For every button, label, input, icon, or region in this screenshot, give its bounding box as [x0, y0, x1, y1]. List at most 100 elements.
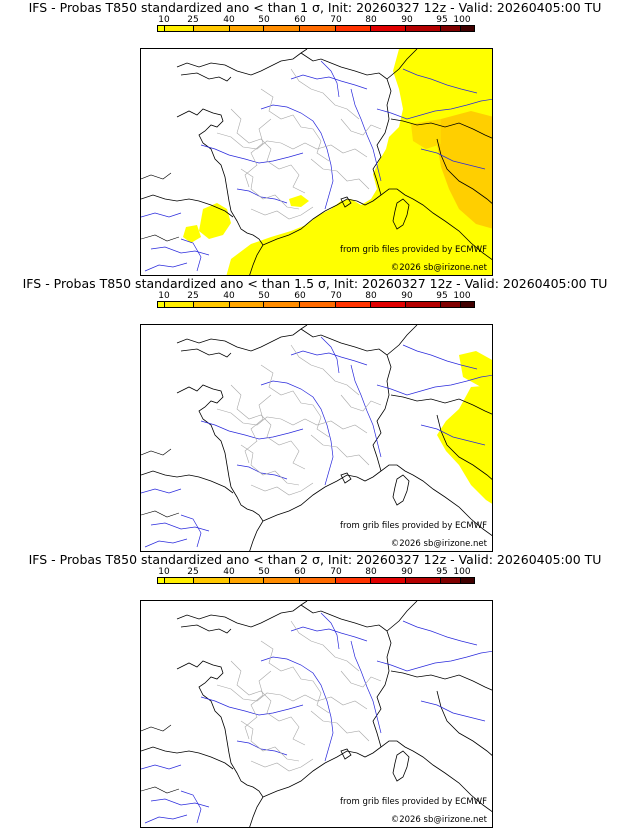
copyright-credit: ©2026 sb@irizone.net — [390, 263, 487, 273]
color-scale-bar — [157, 25, 475, 32]
scale-swatch — [406, 578, 442, 583]
admin-boundaries — [141, 49, 492, 275]
map-line — [240, 720, 300, 762]
map-line — [141, 212, 182, 218]
scale-tick-label: 95 — [436, 15, 448, 25]
probability-map: from grib files provided by ECMWF ©2026 … — [140, 48, 493, 276]
map-line — [200, 144, 304, 164]
map-line — [141, 764, 182, 770]
scale-tick-label: 70 — [330, 15, 342, 25]
map-line — [390, 118, 492, 139]
map-line — [290, 350, 368, 366]
scale-tick-label: 50 — [258, 291, 270, 301]
map-line — [176, 108, 264, 275]
map-line — [300, 52, 392, 196]
scale-swatch — [158, 26, 165, 31]
copyright-credit: ©2026 sb@irizone.net — [390, 815, 487, 825]
source-credit: from grib files provided by ECMWF — [340, 797, 487, 807]
scale-swatch — [264, 302, 301, 307]
map-line — [176, 384, 264, 551]
map-line — [141, 448, 172, 456]
admin-boundaries — [141, 601, 492, 827]
scale-swatch — [193, 26, 230, 31]
map-line — [260, 640, 330, 714]
map-line — [141, 172, 172, 180]
map-line — [144, 262, 188, 272]
source-credit: from grib files provided by ECMWF — [340, 245, 487, 255]
scale-swatch — [370, 578, 407, 583]
map-line — [260, 656, 334, 762]
map-line — [200, 420, 304, 440]
map-line — [141, 488, 182, 494]
scale-tick-label: 25 — [187, 15, 199, 25]
map-line — [250, 206, 314, 220]
map-line — [320, 60, 340, 98]
map-line — [240, 444, 300, 486]
map-line — [290, 68, 360, 120]
scale-tick-label: 95 — [436, 567, 448, 577]
map-line — [250, 482, 314, 496]
scale-swatch — [335, 578, 371, 583]
scale-swatch — [193, 302, 230, 307]
map-line — [320, 612, 340, 650]
scale-swatch — [441, 578, 462, 583]
color-scale-labels: 10 25 40 50 60 70 80 90 95 100 — [157, 15, 475, 25]
scale-swatch — [158, 302, 165, 307]
map-line — [260, 364, 330, 438]
map-line — [300, 604, 392, 748]
map-line — [176, 49, 308, 76]
scale-tick-label: 25 — [187, 567, 199, 577]
map-line — [244, 118, 272, 188]
map-line — [141, 510, 180, 518]
scale-swatch — [300, 26, 336, 31]
scale-swatch — [406, 302, 442, 307]
map-line — [180, 514, 202, 548]
map-line — [230, 108, 306, 194]
scale-swatch — [461, 578, 474, 583]
scale-tick-label: 70 — [330, 567, 342, 577]
map-line — [216, 684, 368, 710]
map-line — [340, 394, 382, 412]
map-line — [320, 336, 340, 374]
map-line — [180, 624, 232, 634]
map-line — [420, 148, 486, 170]
map-line — [180, 348, 232, 358]
panel-title: IFS - Probas T850 standardized ano < tha… — [28, 552, 602, 567]
scale-tick-label: 90 — [401, 567, 413, 577]
map-panel-2: IFS - Probas T850 standardized ano < tha… — [0, 276, 630, 552]
scale-swatch — [300, 578, 336, 583]
admin-boundaries — [141, 325, 492, 551]
map-line — [244, 394, 272, 464]
map-line — [141, 724, 172, 732]
map-panel-3: IFS - Probas T850 standardized ano < tha… — [0, 552, 630, 828]
map-line — [402, 68, 478, 94]
scale-swatch — [461, 302, 474, 307]
map-line — [340, 118, 382, 136]
map-line — [386, 325, 418, 356]
scale-tick-label: 90 — [401, 15, 413, 25]
map-line — [141, 194, 234, 218]
map-line — [350, 364, 382, 458]
scale-swatch — [229, 302, 265, 307]
scale-tick-label: 80 — [365, 567, 377, 577]
map-line — [200, 696, 304, 716]
scale-swatch — [441, 26, 462, 31]
color-scale-labels: 10 25 40 50 60 70 80 90 95 100 — [157, 291, 475, 301]
map-line — [436, 690, 492, 756]
scale-tick-label: 50 — [258, 567, 270, 577]
scale-tick-label: 95 — [436, 291, 448, 301]
scale-swatch — [406, 26, 442, 31]
map-line — [402, 620, 478, 646]
map-line — [420, 424, 486, 446]
map-line — [260, 88, 330, 162]
scale-swatch — [300, 302, 336, 307]
map-line — [180, 72, 232, 82]
map-line — [240, 168, 300, 210]
map-line — [216, 408, 368, 434]
scale-swatch — [164, 26, 194, 31]
map-line — [216, 132, 368, 158]
map-line — [144, 538, 188, 548]
scale-tick-label: 100 — [453, 291, 471, 301]
map-line — [390, 394, 492, 415]
map-line — [290, 74, 368, 90]
